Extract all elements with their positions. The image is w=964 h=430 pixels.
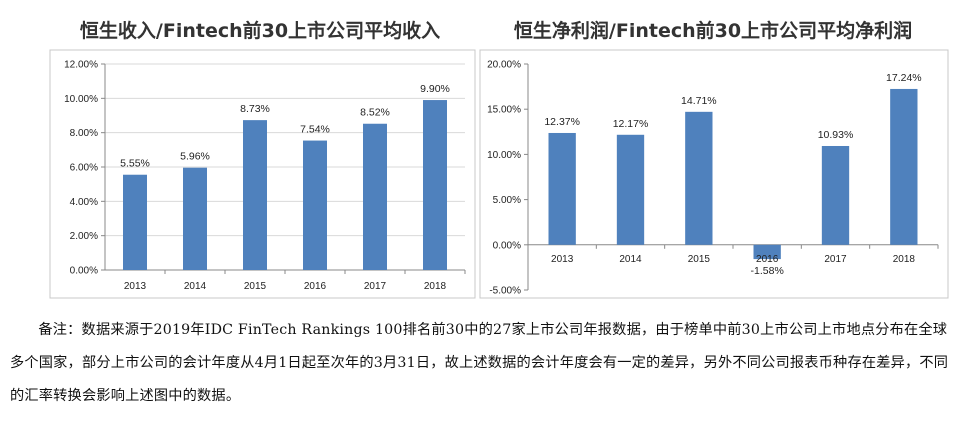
y-tick-label: 2.00% — [70, 231, 98, 242]
data-label: 14.71% — [681, 95, 717, 107]
y-tick-label: 0.00% — [70, 266, 98, 277]
x-tick-label: 2013 — [124, 281, 147, 292]
x-tick-label: 2018 — [893, 254, 916, 265]
charts-canvas: 0.00% 2.00% 4.00% 6.00% 8.00% 10.00% 12.00% 201… — [49, 49, 949, 299]
bar — [423, 100, 447, 270]
x-tick-label: 2014 — [184, 281, 207, 292]
data-label: 12.17% — [613, 118, 649, 130]
x-tick-label: 2016 — [304, 281, 327, 292]
chart-frame — [49, 49, 476, 299]
chart-1: 0.00% 2.00% 4.00% 6.00% 8.00% 10.00% 12.00% 201… — [49, 49, 476, 299]
y-tick-label: 10.00% — [487, 150, 521, 161]
right-chart-title: 恒生净利润/Fintech前30上市公司平均净利润 — [513, 20, 913, 42]
data-label: 7.54% — [300, 124, 330, 136]
bar — [303, 140, 327, 270]
data-label: 9.90% — [420, 83, 450, 95]
y-tick-label: 12.00% — [64, 60, 98, 71]
data-label: 8.52% — [360, 107, 390, 119]
x-tick-label: 2018 — [424, 281, 447, 292]
y-tick-label: -5.00% — [489, 286, 521, 297]
y-tick-label: 0.00% — [493, 240, 521, 251]
x-tick-label: 2015 — [244, 281, 267, 292]
x-tick-label: 2017 — [364, 281, 387, 292]
chart-2: -5.00% 0.00% 5.00% 10.00% 15.00% 20.00% 2013 12… — [479, 49, 949, 299]
data-label: 17.24% — [886, 72, 922, 84]
y-tick-label: 15.00% — [487, 105, 521, 116]
y-tick-label: 5.00% — [493, 195, 521, 206]
data-label: 5.96% — [180, 151, 210, 163]
x-tick-label: 2014 — [619, 254, 642, 265]
data-label: 8.73% — [240, 103, 270, 115]
y-tick-label: 10.00% — [64, 94, 98, 105]
x-tick-label: 2013 — [551, 254, 574, 265]
bar — [753, 244, 781, 260]
bar — [548, 132, 576, 245]
y-tick-label: 4.00% — [70, 197, 98, 208]
bar — [183, 167, 207, 270]
x-tick-label: 2015 — [688, 254, 711, 265]
left-chart-title: 恒生收入/Fintech前30上市公司平均收入 — [79, 20, 441, 42]
data-label: 10.93% — [818, 129, 854, 141]
data-label: 5.55% — [120, 158, 150, 170]
bar — [890, 88, 918, 245]
data-label: -1.58% — [751, 265, 784, 277]
bar — [821, 145, 850, 245]
bar — [685, 111, 713, 245]
y-tick-label: 8.00% — [70, 128, 98, 139]
y-tick-label: 6.00% — [70, 163, 98, 174]
bar — [363, 123, 387, 271]
x-tick-label: 2017 — [824, 254, 847, 265]
footnote: 备注：数据来源于2019年IDC FinTech Rankings 100排名前… — [10, 322, 949, 404]
data-label: 12.37% — [544, 116, 580, 128]
bar — [243, 120, 267, 270]
bar — [616, 134, 645, 245]
chart-frame — [479, 49, 949, 299]
bar — [123, 174, 147, 270]
y-tick-label: 20.00% — [487, 60, 521, 71]
x-tick-label: 2016 — [756, 254, 779, 265]
